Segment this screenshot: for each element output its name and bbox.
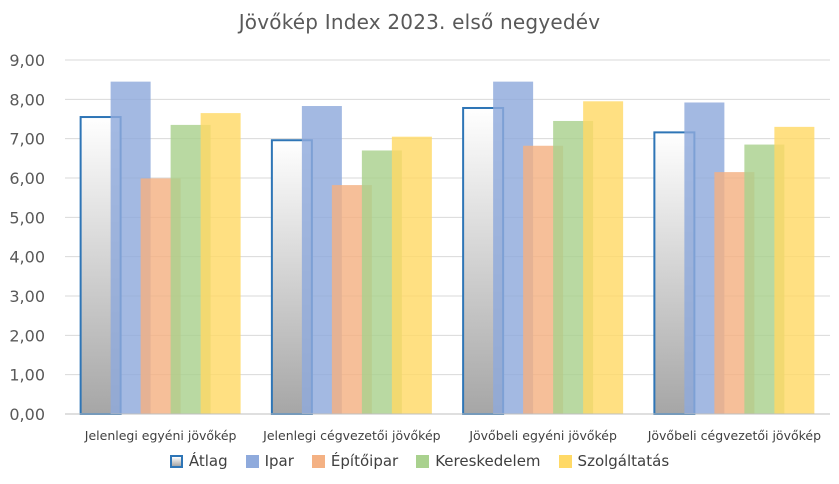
chart-title: Jövőkép Index 2023. első negyedév <box>238 10 601 34</box>
legend-label: Szolgáltatás <box>577 452 670 470</box>
legend-swatch <box>311 454 325 468</box>
bar-Szolgáltatás <box>774 126 815 414</box>
y-tick-label: 2,00 <box>9 326 45 345</box>
y-tick-label: 9,00 <box>9 51 45 70</box>
legend-label: Ipar <box>264 452 294 470</box>
legend-swatch <box>245 454 259 468</box>
y-tick-label: 6,00 <box>9 169 45 188</box>
x-tick-label: Jelenlegi egyéni jövőkép <box>84 428 237 443</box>
legend-item: Ipar <box>245 452 294 470</box>
y-tick-label: 7,00 <box>9 130 45 149</box>
y-tick-label: 0,00 <box>9 405 45 424</box>
y-tick-label: 1,00 <box>9 366 45 385</box>
bar-Szolgáltatás <box>391 136 432 414</box>
legend-label: Kereskedelem <box>435 452 541 470</box>
bar-Szolgáltatás <box>200 113 241 414</box>
legend-swatch <box>416 454 430 468</box>
x-tick-label: Jelenlegi cégvezetői jövőkép <box>262 428 440 443</box>
legend-item: Kereskedelem <box>416 452 541 470</box>
legend-item: Szolgáltatás <box>558 452 670 470</box>
y-tick-label: 8,00 <box>9 90 45 109</box>
legend: Átlag Ipar Építőipar Kereskedelem Szolgáltat… <box>0 452 839 470</box>
legend-item: Építőipar <box>311 452 399 470</box>
legend-label: Építőipar <box>330 452 399 470</box>
y-tick-label: 5,00 <box>9 208 45 227</box>
y-tick-label: 3,00 <box>9 287 45 306</box>
legend-swatch <box>558 454 572 468</box>
bar-Szolgáltatás <box>583 101 624 415</box>
legend-label: Átlag <box>188 452 228 470</box>
x-tick-label: Jövőbeli cégvezetői jövőkép <box>647 428 821 443</box>
y-tick-label: 4,00 <box>9 248 45 267</box>
legend-swatch <box>169 454 183 468</box>
x-tick-label: Jövőbeli egyéni jövőkép <box>468 428 617 443</box>
legend-item: Átlag <box>169 452 228 470</box>
